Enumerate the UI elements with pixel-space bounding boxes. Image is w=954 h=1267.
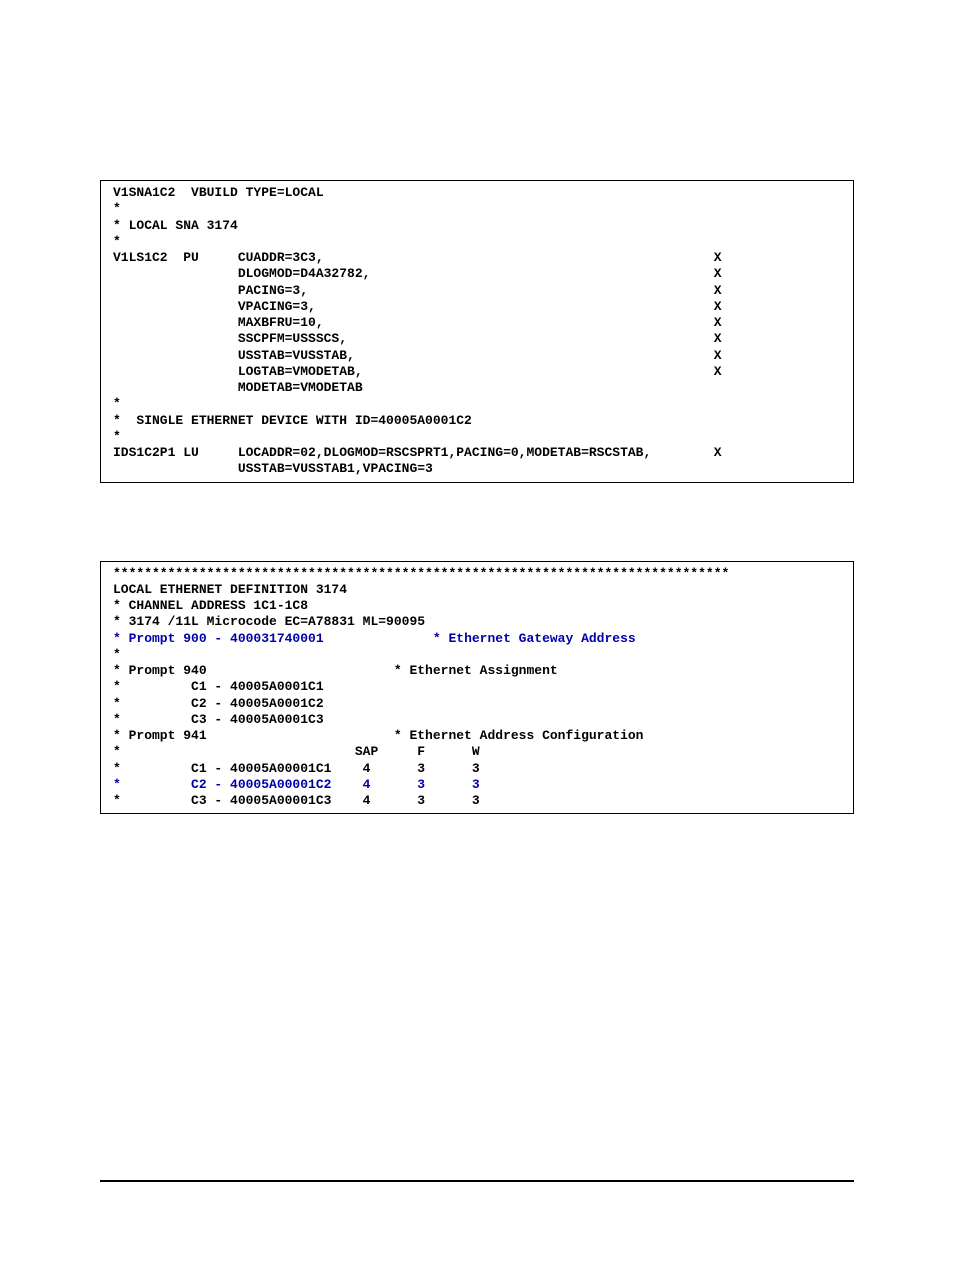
footer-rule: [100, 1180, 854, 1182]
code-line: IDS1C2P1 LU LOCADDR=02,DLOGMOD=RSCSPRT1,…: [113, 445, 841, 461]
code-figure-3174: ****************************************…: [100, 561, 854, 815]
code-line: * Prompt 941 * Ethernet Address Configur…: [113, 728, 841, 744]
code-line: SSCPFM=USSSCS, X: [113, 331, 841, 347]
code-line: * C2 - 40005A0001C2: [113, 696, 841, 712]
code-line: * CHANNEL ADDRESS 1C1-1C8: [113, 598, 841, 614]
code-line: *: [113, 396, 841, 412]
code-line: USSTAB=VUSSTAB, X: [113, 348, 841, 364]
code-line: * C1 - 40005A00001C1 4 3 3: [113, 761, 841, 777]
code-line: USSTAB=VUSSTAB1,VPACING=3: [113, 461, 841, 477]
code-line: DLOGMOD=D4A32782, X: [113, 266, 841, 282]
code-line: *: [113, 234, 841, 250]
code-line: V1SNA1C2 VBUILD TYPE=LOCAL: [113, 185, 841, 201]
code-line: MAXBFRU=10, X: [113, 315, 841, 331]
code-line: * SAP F W: [113, 744, 841, 760]
code-line: PACING=3, X: [113, 283, 841, 299]
code-line: * C1 - 40005A0001C1: [113, 679, 841, 695]
code-line: LOGTAB=VMODETAB, X: [113, 364, 841, 380]
page: V1SNA1C2 VBUILD TYPE=LOCAL** LOCAL SNA 3…: [0, 0, 954, 1267]
code-line: *: [113, 647, 841, 663]
code-line: * Prompt 900 - 400031740001 * Ethernet G…: [113, 631, 841, 647]
code-line: * SINGLE ETHERNET DEVICE WITH ID=40005A0…: [113, 413, 841, 429]
code-line: VPACING=3, X: [113, 299, 841, 315]
code-line: * LOCAL SNA 3174: [113, 218, 841, 234]
code-line: *: [113, 201, 841, 217]
code-line: * C3 - 40005A0001C3: [113, 712, 841, 728]
code-figure-vtam: V1SNA1C2 VBUILD TYPE=LOCAL** LOCAL SNA 3…: [100, 180, 854, 483]
spacer: [100, 493, 854, 561]
code-line: * C2 - 40005A00001C2 4 3 3: [113, 777, 841, 793]
code-line: * Prompt 940 * Ethernet Assignment: [113, 663, 841, 679]
code-line: V1LS1C2 PU CUADDR=3C3, X: [113, 250, 841, 266]
code-line: ****************************************…: [113, 566, 841, 582]
code-line: * 3174 /11L Microcode EC=A78831 ML=90095: [113, 614, 841, 630]
code-line: MODETAB=VMODETAB: [113, 380, 841, 396]
code-line: LOCAL ETHERNET DEFINITION 3174: [113, 582, 841, 598]
code-line: *: [113, 429, 841, 445]
code-line: * C3 - 40005A00001C3 4 3 3: [113, 793, 841, 809]
